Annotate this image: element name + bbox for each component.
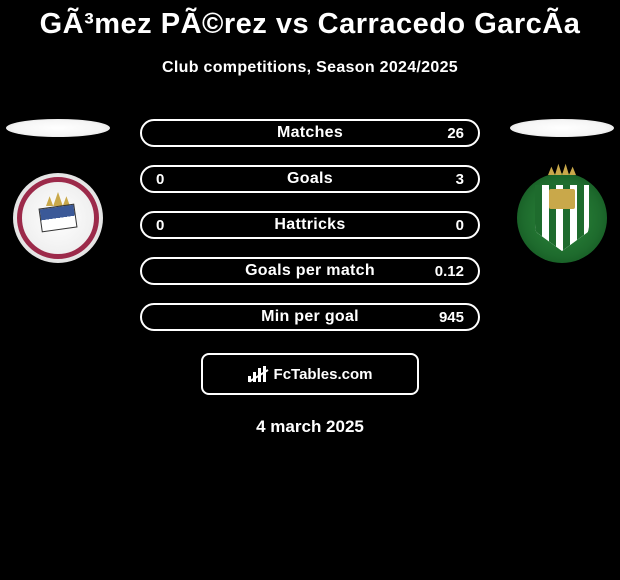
stat-label: Hattricks [274,216,345,234]
stat-label: Goals [287,170,333,188]
stat-row: Goals per match 0.12 [140,257,480,285]
stat-right-value: 26 [447,125,464,142]
stat-right-value: 945 [439,309,464,326]
stat-label: Goals per match [245,262,375,280]
comparison-card: GÃ³mez PÃ©rez vs Carracedo GarcÃ­a Club … [0,0,620,437]
stat-left-value: 0 [156,217,164,234]
flag-icon [39,204,78,233]
crown-icon [548,161,576,175]
right-player-column [512,119,612,263]
stat-right-value: 3 [456,171,464,188]
crest-inner-icon [30,190,86,246]
stats-list: Matches 26 0 Goals 3 0 Hattricks 0 Goals… [140,119,480,331]
stat-row: 0 Goals 3 [140,165,480,193]
player-silhouette-right [510,119,614,137]
crest-shield-icon [535,185,589,251]
stat-row: Matches 26 [140,119,480,147]
stat-right-value: 0.12 [435,263,464,280]
stat-right-value: 0 [456,217,464,234]
stat-row: 0 Hattricks 0 [140,211,480,239]
page-title: GÃ³mez PÃ©rez vs Carracedo GarcÃ­a [0,0,620,41]
stat-row: Min per goal 945 [140,303,480,331]
watermark-text: FcTables.com [274,366,373,383]
club-crest-left [13,173,103,263]
content-area: Matches 26 0 Goals 3 0 Hattricks 0 Goals… [0,119,620,437]
castle-icon [549,189,575,209]
subtitle: Club competitions, Season 2024/2025 [0,59,620,77]
stat-label: Min per goal [261,308,359,326]
stat-label: Matches [277,124,343,142]
date-label: 4 march 2025 [0,417,620,437]
stat-left-value: 0 [156,171,164,188]
left-player-column [8,119,108,263]
player-silhouette-left [6,119,110,137]
chart-icon [248,366,268,382]
club-crest-right [517,173,607,263]
watermark: FcTables.com [201,353,419,395]
